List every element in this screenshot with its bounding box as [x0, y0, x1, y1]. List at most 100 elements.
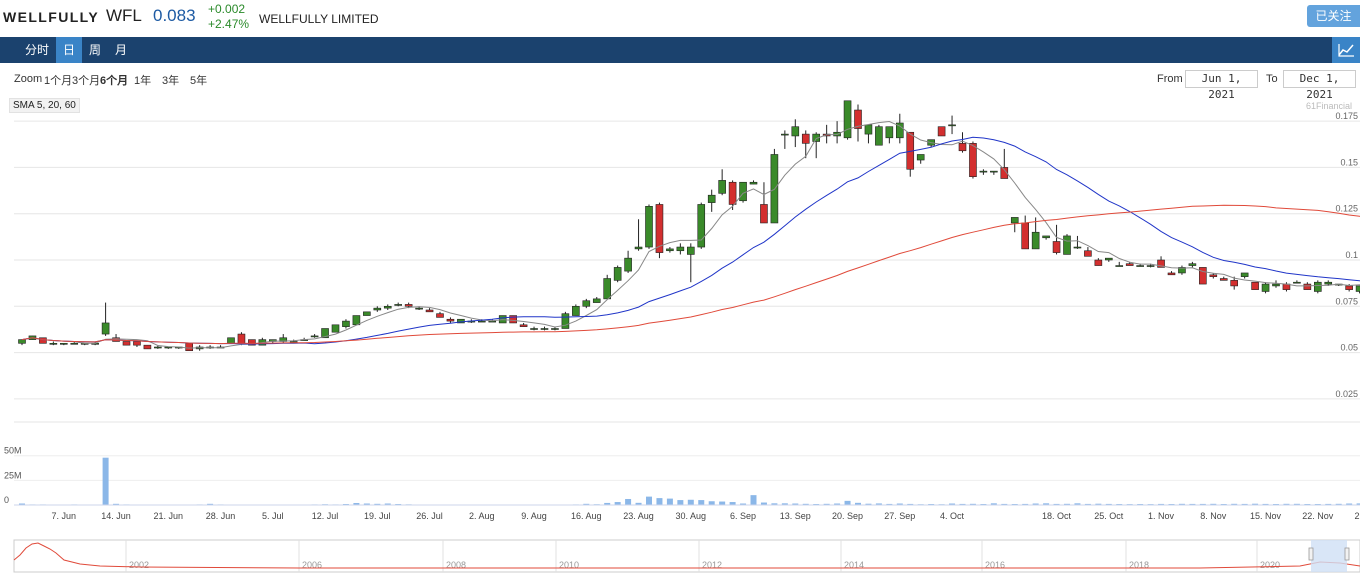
- candle-body: [1094, 259, 1103, 266]
- candle-body: [582, 300, 591, 307]
- volume-bar: [1189, 503, 1196, 505]
- candle-body: [39, 337, 47, 344]
- candle-body: [1314, 281, 1322, 292]
- x-tick-label: 1. Nov: [1148, 511, 1175, 521]
- x-tick-label: 21. Jun: [154, 511, 184, 521]
- x-tick-label: 22. Nov: [1302, 511, 1334, 521]
- candle-body: [1209, 274, 1218, 277]
- candle-body: [990, 170, 998, 173]
- x-tick-label: 14. Jun: [101, 511, 131, 521]
- x-tick-label: 26. Jul: [416, 511, 443, 521]
- volume-bar: [614, 502, 621, 505]
- tab-weekly[interactable]: 周: [88, 43, 101, 57]
- indicator-legend: SMA 5, 20, 60: [9, 98, 80, 113]
- to-date-input[interactable]: Dec 1, 2021: [1283, 70, 1356, 101]
- volume-bar: [656, 498, 663, 505]
- volume-bar: [886, 503, 893, 505]
- volume-bar: [635, 502, 642, 505]
- period-tab-bar: 分时 日 周 月: [0, 37, 1360, 63]
- tab-monthly[interactable]: 月: [114, 43, 127, 57]
- x-tick-label: 7. Jun: [52, 511, 77, 521]
- candle-body: [728, 181, 737, 205]
- volume-bar: [384, 503, 391, 505]
- volume-bar: [760, 502, 767, 505]
- navigator-year-label: 2006: [302, 560, 322, 570]
- chart-type-button[interactable]: [1332, 37, 1360, 63]
- navigator-year-label: 2008: [446, 560, 466, 570]
- candle-body: [446, 318, 455, 322]
- x-tick-label: 16. Aug: [571, 511, 602, 521]
- candle-body: [1167, 272, 1176, 276]
- volume-bar: [802, 503, 809, 505]
- candle-body: [561, 313, 570, 329]
- candle-body: [185, 343, 193, 352]
- candle-body: [697, 204, 706, 248]
- zoom-1m-button[interactable]: 1个月: [44, 75, 73, 87]
- candle-body: [425, 309, 434, 313]
- candle-body: [979, 170, 988, 173]
- follow-button[interactable]: 已关注: [1307, 5, 1360, 27]
- candle-body: [383, 305, 392, 309]
- volume-bar: [1105, 503, 1112, 505]
- candle-body: [1261, 283, 1270, 292]
- x-tick-label: 19. Jul: [364, 511, 391, 521]
- tab-intraday[interactable]: 分时: [24, 43, 49, 57]
- candle-body: [885, 126, 894, 139]
- volume-bar: [1199, 503, 1206, 505]
- ticker-symbol: WFL: [106, 6, 142, 25]
- candle-body: [436, 313, 444, 318]
- candle-body: [1031, 231, 1040, 250]
- zoom-5y-button[interactable]: 5年: [190, 75, 208, 87]
- price-tick-label: 0.175: [1335, 111, 1358, 121]
- volume-bar: [1053, 503, 1060, 505]
- candle-body: [1178, 267, 1186, 274]
- volume-bar: [792, 503, 799, 505]
- candle-body: [394, 304, 403, 306]
- volume-bar: [1262, 503, 1269, 505]
- price-tick-label: 0.075: [1335, 296, 1358, 306]
- x-tick-label: 8. Nov: [1200, 511, 1227, 521]
- candle-body: [154, 346, 162, 349]
- navigator-year-label: 2020: [1260, 560, 1280, 570]
- x-tick-label: 4. Oct: [940, 511, 965, 521]
- volume-bar: [19, 503, 25, 505]
- price-change: +0.002: [208, 2, 246, 16]
- navigator-year-label: 2014: [844, 560, 864, 570]
- candle-body: [530, 328, 538, 330]
- tab-daily[interactable]: 日: [56, 37, 82, 63]
- x-tick-label: 12. Jul: [312, 511, 339, 521]
- volume-bar: [1356, 503, 1360, 505]
- volume-bar: [959, 503, 966, 505]
- zoom-3y-button[interactable]: 3年: [162, 75, 180, 87]
- volume-bar: [1252, 503, 1259, 505]
- navigator-year-label: 2012: [702, 560, 722, 570]
- candle-body: [937, 126, 946, 137]
- volume-bar: [907, 503, 914, 505]
- candle-body: [1251, 281, 1259, 290]
- volume-tick-label: 50M: [4, 446, 22, 456]
- candle-body: [519, 324, 528, 327]
- candle-body: [1240, 272, 1249, 277]
- candle-body: [1136, 265, 1144, 267]
- candle-body: [18, 339, 26, 344]
- x-tick-label: 5. Jul: [262, 511, 284, 521]
- volume-bar: [875, 503, 882, 505]
- from-date-input[interactable]: Jun 1, 2021: [1185, 70, 1258, 101]
- candle-body: [1063, 235, 1071, 255]
- candle-body: [488, 320, 497, 323]
- volume-bar: [1178, 503, 1185, 505]
- price-tick-label: 0.125: [1335, 204, 1358, 214]
- volume-bar: [1074, 503, 1081, 505]
- zoom-1y-button[interactable]: 1年: [134, 75, 152, 87]
- candle-body: [969, 143, 977, 177]
- volume-bar: [646, 496, 652, 505]
- volume-tick-label: 0: [4, 495, 9, 505]
- volume-bar: [1043, 503, 1050, 505]
- candle-body: [1010, 217, 1019, 224]
- candle-body: [749, 181, 758, 185]
- zoom-3m-button[interactable]: 3个月: [72, 75, 101, 87]
- candle-body: [801, 133, 810, 144]
- volume-bar: [1001, 503, 1008, 505]
- zoom-6m-button[interactable]: 6个月: [100, 75, 129, 87]
